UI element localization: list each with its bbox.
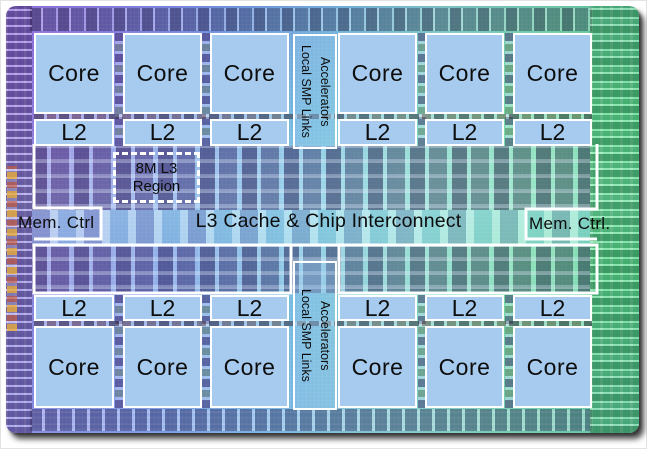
l2-block: L2 [210, 295, 289, 321]
die-texture-top-io [30, 8, 592, 31]
core-label: Core [136, 60, 189, 86]
die-texture-column-gap [115, 33, 123, 146]
l3-region-box: 8M L3 Region [113, 152, 200, 203]
l2-label: L2 [236, 119, 263, 145]
l2-block: L2 [34, 119, 114, 146]
die-texture-left-accent [7, 166, 17, 331]
l2-label: L2 [61, 294, 87, 321]
smp-strip-line1: Local SMP Links [299, 289, 313, 382]
smp-strip-line2: Accelerators [317, 56, 332, 127]
core-label: Core [438, 60, 491, 86]
die-texture-column-gap [202, 295, 210, 408]
core-block: Core [513, 33, 592, 114]
core-block: Core [123, 33, 202, 114]
core-label: Core [223, 60, 276, 86]
l2-label: L2 [364, 294, 391, 321]
l2-label: L2 [149, 294, 176, 321]
l2-label: L2 [149, 119, 176, 145]
l2-block: L2 [425, 295, 504, 321]
core-block: Core [338, 326, 417, 408]
die-texture-l3-upper-band [32, 146, 590, 210]
core-label: Core [351, 353, 404, 380]
l2-block: L2 [338, 295, 417, 321]
l2-label: L2 [364, 119, 391, 145]
core-block: Core [34, 326, 114, 408]
interconnect-label: L3 Cache & Chip Interconnect [195, 210, 462, 232]
die-texture-bottom-io [30, 409, 592, 431]
l2-block: L2 [123, 119, 202, 146]
core-label: Core [223, 353, 276, 380]
l2-label: L2 [539, 294, 566, 321]
smp-strip-line2: Accelerators [317, 300, 332, 371]
die-texture-row-gap [34, 321, 592, 326]
l2-block: L2 [34, 295, 114, 321]
l2-label: L2 [539, 119, 566, 145]
l2-block: L2 [210, 119, 289, 146]
die-texture-column-gap [505, 33, 513, 146]
core-block: Core [210, 326, 289, 408]
l2-label: L2 [451, 119, 478, 145]
l2-label: L2 [236, 294, 263, 321]
die-texture-column-gap [115, 295, 123, 408]
core-label: Core [351, 60, 404, 86]
l2-label: L2 [451, 294, 478, 321]
core-label: Core [438, 353, 491, 380]
l3-region-line2: Region [132, 177, 181, 195]
die-texture-column-gap [505, 295, 513, 408]
core-block: Core [123, 326, 202, 408]
mem-ctrl-left-label: Mem. Ctrl [18, 213, 95, 232]
core-label: Core [526, 60, 579, 86]
core-block: Core [425, 326, 504, 408]
core-label: Core [526, 353, 579, 380]
core-block: Core [34, 33, 114, 114]
core-label: Core [48, 353, 100, 380]
core-label: Core [48, 60, 100, 86]
die-texture-column-gap [418, 33, 426, 146]
l2-block: L2 [513, 295, 592, 321]
core-label: Core [136, 353, 189, 380]
core-block: Core [338, 33, 417, 114]
l2-block: L2 [123, 295, 202, 321]
smp-strip-bottom: Local SMP Links Accelerators [293, 261, 337, 410]
die-texture-column-gap [202, 33, 210, 146]
die-texture-row-gap [34, 114, 592, 119]
smp-strip-top: Local SMP Links Accelerators [293, 34, 337, 149]
core-block: Core [513, 326, 592, 408]
smp-strip-line1: Local SMP Links [299, 45, 313, 138]
die-photo: Core Core Core Core Core Core L2 L2 L2 L… [6, 6, 639, 433]
die-texture-interconnect-band [32, 210, 590, 245]
core-block: Core [425, 33, 504, 114]
l2-label: L2 [61, 119, 87, 145]
mem-ctrl-right-label: Mem. Ctrl. [529, 214, 611, 233]
l2-block: L2 [338, 119, 417, 146]
l2-block: L2 [425, 119, 504, 146]
die-texture-column-gap [418, 295, 426, 408]
l3-region-line1: 8M L3 [135, 160, 178, 178]
l2-block: L2 [513, 119, 592, 146]
core-block: Core [210, 33, 289, 114]
